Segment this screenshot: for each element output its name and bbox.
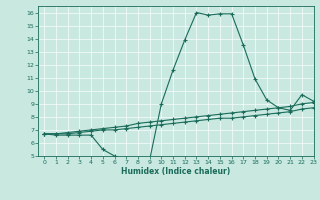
X-axis label: Humidex (Indice chaleur): Humidex (Indice chaleur)	[121, 167, 231, 176]
